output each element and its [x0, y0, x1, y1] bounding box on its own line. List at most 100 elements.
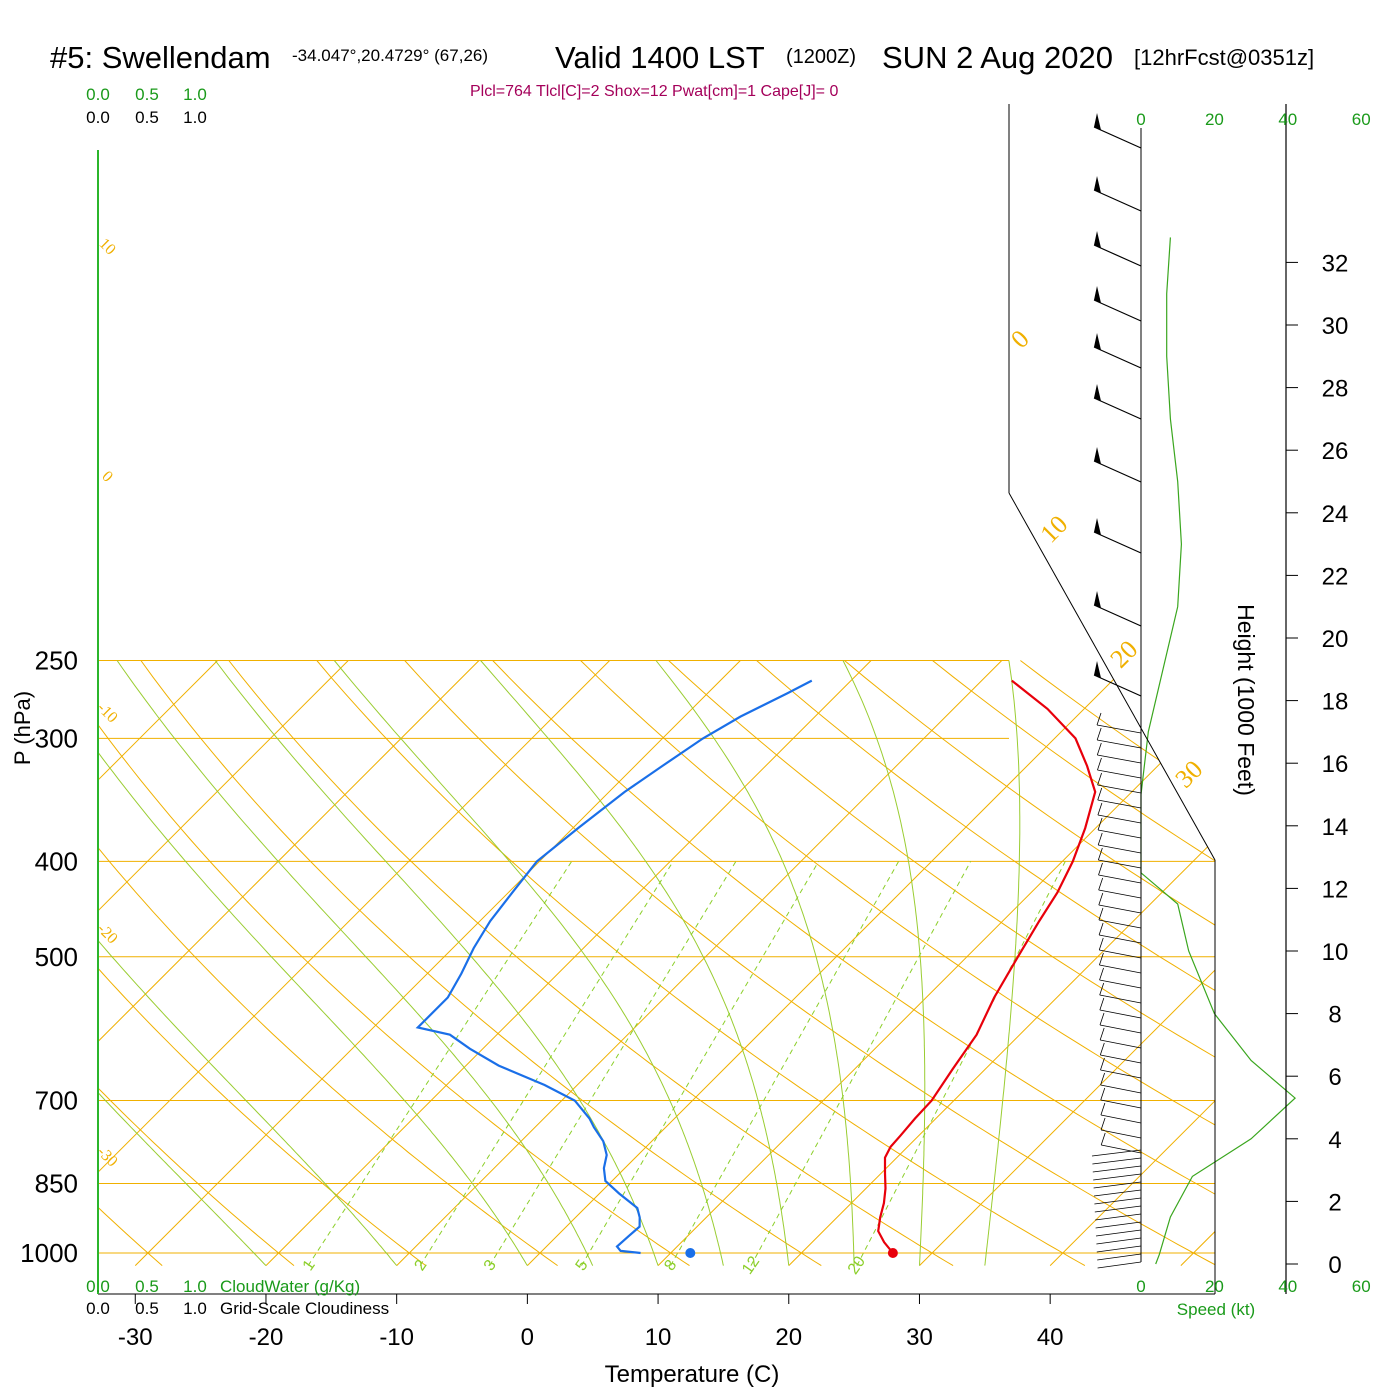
- valid-date: SUN 2 Aug 2020: [882, 40, 1113, 75]
- height-tick-label: 28: [1322, 376, 1349, 403]
- wind-barb-feather: [1096, 727, 1102, 741]
- station-title: #5: Swellendam: [50, 40, 271, 75]
- wind-barb-staff: [1098, 904, 1142, 914]
- height-tick-label: 30: [1322, 313, 1349, 340]
- wind-barb-staff: [1100, 1129, 1142, 1139]
- temperature-tick-label: -30: [118, 1324, 153, 1351]
- mixing-ratio-label: 20: [845, 1253, 869, 1277]
- moist-adiabats: [98, 660, 1021, 1266]
- pressure-tick-label: 300: [35, 723, 78, 753]
- dry-adiabat-line: [316, 660, 1086, 1267]
- wind-barb-staff: [1096, 1245, 1142, 1253]
- height-tick-label: 12: [1322, 876, 1349, 903]
- wind-barb-feather: [1099, 982, 1105, 996]
- moist-adiabat-line: [333, 660, 724, 1266]
- wind-barb-feather: [1100, 1057, 1105, 1071]
- wind-barb-staff: [1100, 1039, 1142, 1049]
- wind-barb-staff: [1094, 1205, 1142, 1213]
- moist-adiabat-line: [480, 660, 790, 1266]
- wind-speed-profile: [1140, 237, 1297, 1265]
- wind-barb-staff: [1097, 814, 1142, 824]
- forecast-info: [12hrFcst@0351z]: [1134, 45, 1315, 70]
- temperature-tick-label: 20: [775, 1324, 802, 1351]
- moist-adiabat-line: [98, 660, 267, 1266]
- wind-barb-feather: [1098, 892, 1104, 906]
- wind-barb-feather: [1097, 787, 1103, 801]
- cloudiness-tick-bottom: 0.0: [86, 1299, 110, 1318]
- isotherm-line: [98, 660, 611, 1266]
- wind-barb-feather: [1097, 847, 1103, 861]
- wind-barb-flag: [1094, 661, 1101, 678]
- dry-adiabat-line: [140, 660, 822, 1267]
- dry-adiabat-line: [228, 660, 954, 1267]
- cloudiness-tick-top: 1.0: [183, 108, 207, 127]
- mixing-ratio-label: 2: [412, 1257, 431, 1274]
- wind-barb-staff: [1099, 1024, 1142, 1034]
- dry-adiabat-line: [580, 660, 1215, 1267]
- wind-barb-staff: [1099, 979, 1142, 989]
- wind-barb-staff: [1093, 1181, 1142, 1189]
- wind-barb-staff: [1097, 799, 1142, 809]
- wind-barb-feather: [1100, 1072, 1105, 1086]
- wind-barb-staff: [1093, 460, 1142, 483]
- wind-barb-staff: [1097, 754, 1142, 764]
- isotherm-line: [396, 660, 1003, 1266]
- mixing-ratio-line: [856, 861, 1066, 1266]
- cloudwater-tick-top: 0.0: [86, 85, 110, 104]
- wind-barb-staff: [1097, 769, 1142, 779]
- frame-edge: [1008, 492, 1216, 861]
- pressure-tick-label: 850: [35, 1169, 78, 1199]
- x-axis-title: Temperature (C): [605, 1361, 780, 1388]
- wind-barb-staff: [1101, 1144, 1142, 1154]
- isotherm-line: [98, 660, 349, 1266]
- wind-barb-feather: [1098, 862, 1103, 876]
- wind-barb-feather: [1099, 967, 1104, 981]
- dry-adiabat-line: [668, 660, 1215, 1267]
- pressure-tick-label: 250: [35, 646, 78, 676]
- wind-barb-feather: [1100, 1102, 1106, 1116]
- sounding-parameters: Plcl=764 Tlcl[C]=2 Shox=12 Pwat[cm]=1 Ca…: [470, 83, 839, 100]
- wind-barb-staff: [1098, 859, 1142, 869]
- wind-barb-staff: [1098, 919, 1142, 929]
- isotherm-label: 30: [1170, 755, 1209, 794]
- height-tick-label: 14: [1322, 814, 1349, 841]
- wind-barb-staff: [1093, 346, 1142, 369]
- mixing-ratio-lines: [307, 861, 1066, 1266]
- moist-adiabat-line: [116, 660, 594, 1266]
- height-axis-title: Height (1000 Feet): [1233, 604, 1259, 796]
- wind-barb-feather: [1098, 937, 1104, 951]
- wind-barb-staff: [1099, 994, 1142, 1004]
- isotherm-line: [919, 660, 1215, 1266]
- wind-barb-staff: [1093, 299, 1142, 322]
- dry-adiabat-line: [492, 660, 1215, 1267]
- height-tick-label: 8: [1328, 1002, 1341, 1029]
- wind-barb-feather: [1096, 742, 1102, 756]
- wind-barb-staff: [1100, 1054, 1142, 1064]
- speed-tick-bottom: 60: [1352, 1277, 1371, 1296]
- y-axis-title: P (hPa): [10, 691, 35, 765]
- wind-barb-staff: [1099, 964, 1142, 974]
- wind-barb-feather: [1099, 1042, 1105, 1056]
- speed-tick-top: 20: [1205, 110, 1224, 129]
- wind-barb-feather: [1100, 1117, 1106, 1131]
- wind-barb-staff: [1099, 949, 1142, 959]
- wind-barb-staff: [1096, 724, 1142, 734]
- speed-axis-title: Speed (kt): [1177, 1300, 1255, 1319]
- dry-adiabat-line: [1196, 660, 1215, 1267]
- wind-barb-staff: [1095, 1221, 1142, 1229]
- wind-barb-staff: [1100, 1084, 1142, 1094]
- mixing-ratio-label: 8: [661, 1257, 680, 1274]
- station-coordinates: -34.047°,20.4729° (67,26): [292, 46, 489, 65]
- dry-adiabat-line: [404, 660, 1215, 1267]
- isotherm-line: [1180, 660, 1215, 1266]
- speed-tick-bottom: 0: [1136, 1277, 1145, 1296]
- wind-barb-flag: [1094, 447, 1101, 464]
- isotherm-line: [98, 660, 218, 1266]
- dry-adiabat-line: [98, 660, 690, 1267]
- moist-adiabat-line: [98, 660, 398, 1266]
- wind-barb-staff: [1099, 934, 1142, 944]
- wind-barb-staff: [1091, 1149, 1142, 1157]
- wind-barb-staff: [1100, 1099, 1142, 1109]
- wind-barb-staff: [1093, 604, 1142, 627]
- wind-barb-staff: [1093, 189, 1142, 212]
